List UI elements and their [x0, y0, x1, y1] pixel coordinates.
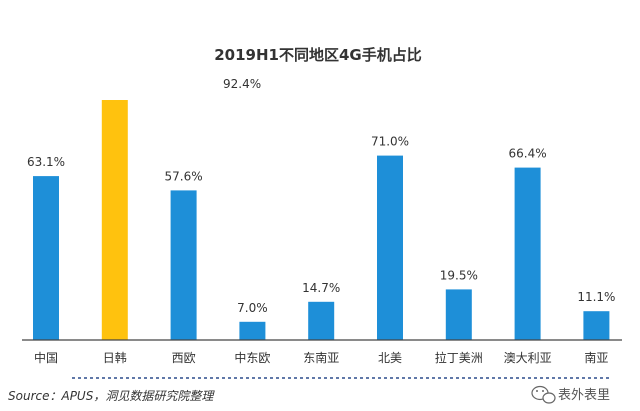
watermark-text: 表外表里: [558, 388, 610, 403]
value-label-3: 57.6%: [165, 169, 203, 183]
value-label-8: 66.4%: [509, 147, 547, 161]
wechat-icon: [531, 385, 556, 404]
category-label-5: 东南亚: [303, 350, 339, 365]
source-text: Source：APUS，洞见数据研究院整理: [8, 389, 215, 403]
category-label-9: 南亚: [584, 350, 608, 365]
bar-1: [33, 176, 59, 340]
watermark: 表外表里: [531, 385, 610, 404]
bars: [33, 100, 610, 340]
value-labels: 63.1% 92.4% 57.6% 7.0% 14.7% 71.0% 19.5% 66.4% 1…: [27, 77, 616, 315]
category-label-8: 澳大利亚: [504, 351, 552, 365]
bar-5: [308, 301, 335, 340]
value-label-7: 19.5%: [440, 268, 478, 282]
bar-3: [170, 190, 197, 340]
bar-6: [377, 155, 403, 340]
bar-7: [445, 289, 472, 340]
bar-4: [239, 321, 266, 340]
category-label-4: 中东欧: [234, 350, 270, 365]
value-label-4: 7.0%: [237, 301, 268, 315]
category-label-7: 拉丁美洲: [435, 350, 483, 365]
value-label-5: 14.7%: [302, 281, 340, 295]
value-label-1: 63.1%: [27, 155, 65, 169]
bar-2: [101, 100, 128, 340]
bar-9: [583, 311, 610, 340]
category-label-1: 中国: [34, 350, 58, 365]
chart-title: 2019H1不同地区4G手机占比: [214, 46, 422, 64]
value-label-9: 11.1%: [577, 290, 615, 304]
category-label-6: 北美: [378, 351, 402, 365]
category-labels: 中国 日韩 西欧 中东欧 东南亚 北美 拉丁美洲 澳大利亚 南亚: [34, 350, 608, 365]
category-label-2: 日韩: [103, 350, 127, 365]
value-label-2: 92.4%: [223, 77, 261, 91]
value-label-6: 71.0%: [371, 135, 409, 149]
category-label-3: 西欧: [172, 351, 196, 365]
bar-8: [514, 167, 541, 340]
